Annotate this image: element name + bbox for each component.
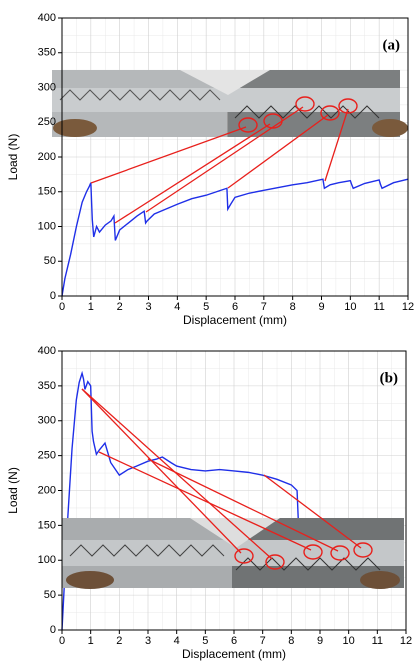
y-tick-label: 50 <box>44 589 56 601</box>
photo-inset <box>62 518 404 589</box>
x-tick-label: 5 <box>202 635 208 647</box>
x-tick-label: 1 <box>88 301 94 313</box>
y-tick-label: 300 <box>38 81 56 93</box>
x-tick-label: 4 <box>174 301 180 313</box>
x-tick-label: 3 <box>145 635 151 647</box>
y-tick-label: 100 <box>38 220 56 232</box>
y-axis-label: Load (N) <box>6 467 20 514</box>
x-tick-label: 2 <box>116 635 122 647</box>
plot-area <box>58 17 409 300</box>
axes-frame <box>61 350 407 631</box>
x-tick-label: 1 <box>88 635 94 647</box>
x-tick-label: 12 <box>400 635 412 647</box>
y-tick-label: 350 <box>38 47 56 59</box>
x-tick-label: 0 <box>59 635 65 647</box>
photo-inset <box>52 70 408 137</box>
y-tick-label: 400 <box>38 12 56 24</box>
x-tick-label: 11 <box>372 635 383 647</box>
x-axis-label: Displacement (mm) <box>183 313 287 327</box>
y-tick-label: 150 <box>38 186 56 198</box>
x-tick-label: 12 <box>402 301 414 313</box>
y-tick-label: 200 <box>38 484 56 496</box>
x-tick-label: 7 <box>260 635 266 647</box>
x-tick-label: 5 <box>203 301 209 313</box>
y-tick-label: 300 <box>38 415 56 427</box>
x-tick-label: 8 <box>290 301 296 313</box>
y-tick-label: 0 <box>50 290 56 302</box>
x-tick-label: 11 <box>373 301 384 313</box>
panel-a: 0 1 2 3 4 5 6 7 8 9 10 11 12050100150200250300350400… <box>6 12 414 327</box>
y-tick-label: 50 <box>44 255 56 267</box>
axes-frame <box>61 17 409 297</box>
x-tick-label: 6 <box>231 635 237 647</box>
x-tick-label: 10 <box>343 635 355 647</box>
y-tick-label: 400 <box>38 345 56 357</box>
y-tick-label: 100 <box>38 554 56 566</box>
y-tick-label: 200 <box>38 151 56 163</box>
x-tick-label: 10 <box>344 301 356 313</box>
y-tick-label: 0 <box>50 624 56 636</box>
annotation-arrows <box>90 96 358 224</box>
data-line <box>61 178 409 297</box>
x-tick-label: 7 <box>261 301 267 313</box>
x-tick-label: 9 <box>317 635 323 647</box>
y-tick-label: 250 <box>38 450 56 462</box>
x-axis-label: Displacement (mm) <box>182 647 286 661</box>
panel-label: (a) <box>383 37 401 53</box>
x-tick-label: 0 <box>59 301 65 313</box>
y-axis-label: Load (N) <box>6 134 20 181</box>
annotation-arrows <box>81 388 373 570</box>
x-tick-label: 6 <box>232 301 238 313</box>
x-tick-label: 9 <box>318 301 324 313</box>
x-tick-label: 3 <box>145 301 151 313</box>
y-tick-label: 350 <box>38 380 56 392</box>
panel-label: (b) <box>380 370 398 386</box>
x-tick-label: 8 <box>288 635 294 647</box>
data-line <box>61 370 300 631</box>
panel-b: 0 1 2 3 4 5 6 7 8 9 10 11 12050100150200250300350400… <box>6 345 412 661</box>
y-tick-label: 250 <box>38 116 56 128</box>
y-tick-label: 150 <box>38 519 56 531</box>
x-tick-label: 2 <box>117 301 123 313</box>
plot-area <box>58 350 407 634</box>
x-tick-label: 4 <box>174 635 180 647</box>
